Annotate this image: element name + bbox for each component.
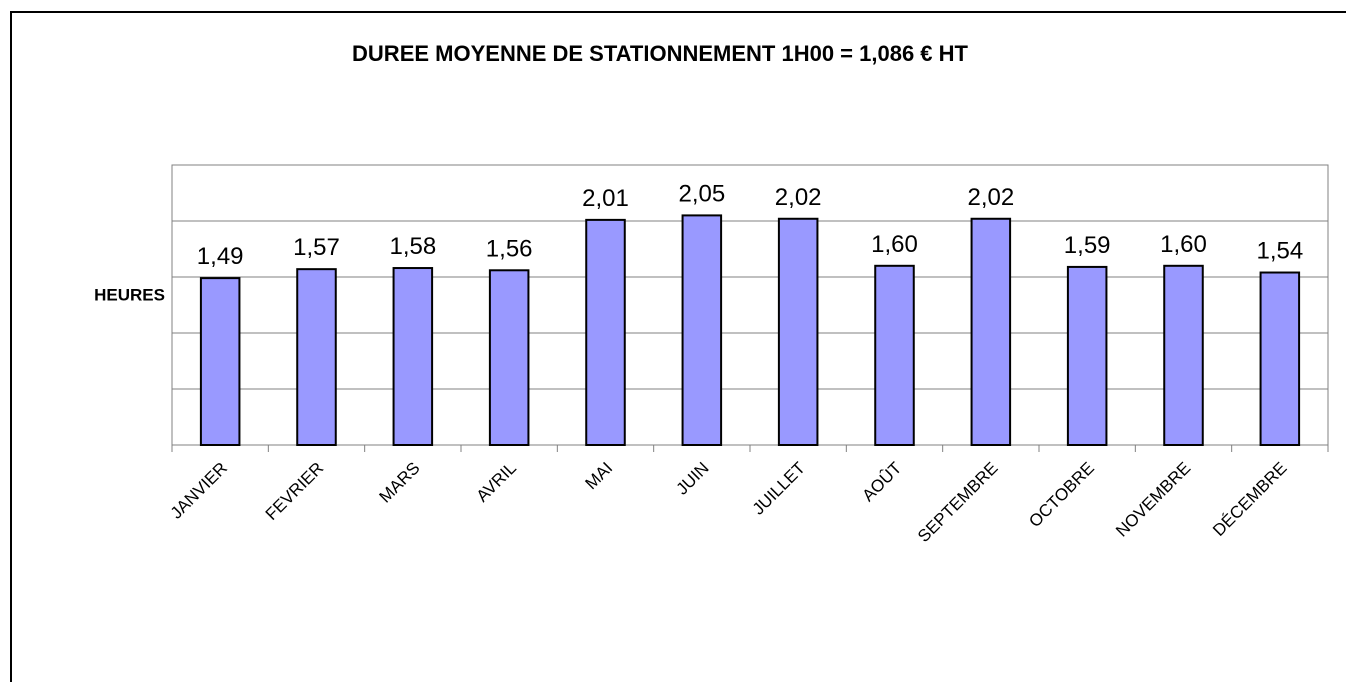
value-label: 1,56 (486, 235, 533, 262)
value-label: 2,02 (775, 184, 822, 211)
value-label: 1,57 (293, 234, 340, 261)
bar (1163, 264, 1204, 446)
bar (392, 267, 434, 447)
bar (1066, 265, 1108, 447)
bar (1259, 271, 1301, 446)
bar (970, 217, 1012, 446)
value-label: 2,01 (582, 185, 629, 212)
chart-title: DUREE MOYENNE DE STATIONNEMENT 1H00 = 1,… (352, 41, 968, 66)
value-label: 2,02 (967, 184, 1014, 211)
value-label: 1,49 (197, 243, 244, 270)
bar (681, 214, 723, 446)
value-label: 1,58 (389, 233, 436, 260)
value-label: 1,59 (1064, 232, 1111, 259)
value-label: 1,54 (1256, 238, 1303, 265)
bar (585, 218, 626, 446)
value-label: 1,60 (871, 231, 918, 258)
y-axis-label: HEURES (94, 285, 165, 304)
value-label: 1,60 (1160, 231, 1207, 258)
bar (199, 277, 241, 446)
bar (777, 217, 819, 446)
value-label: 2,05 (678, 180, 725, 207)
bar (488, 269, 530, 446)
bar (296, 268, 337, 446)
bar (874, 264, 915, 446)
